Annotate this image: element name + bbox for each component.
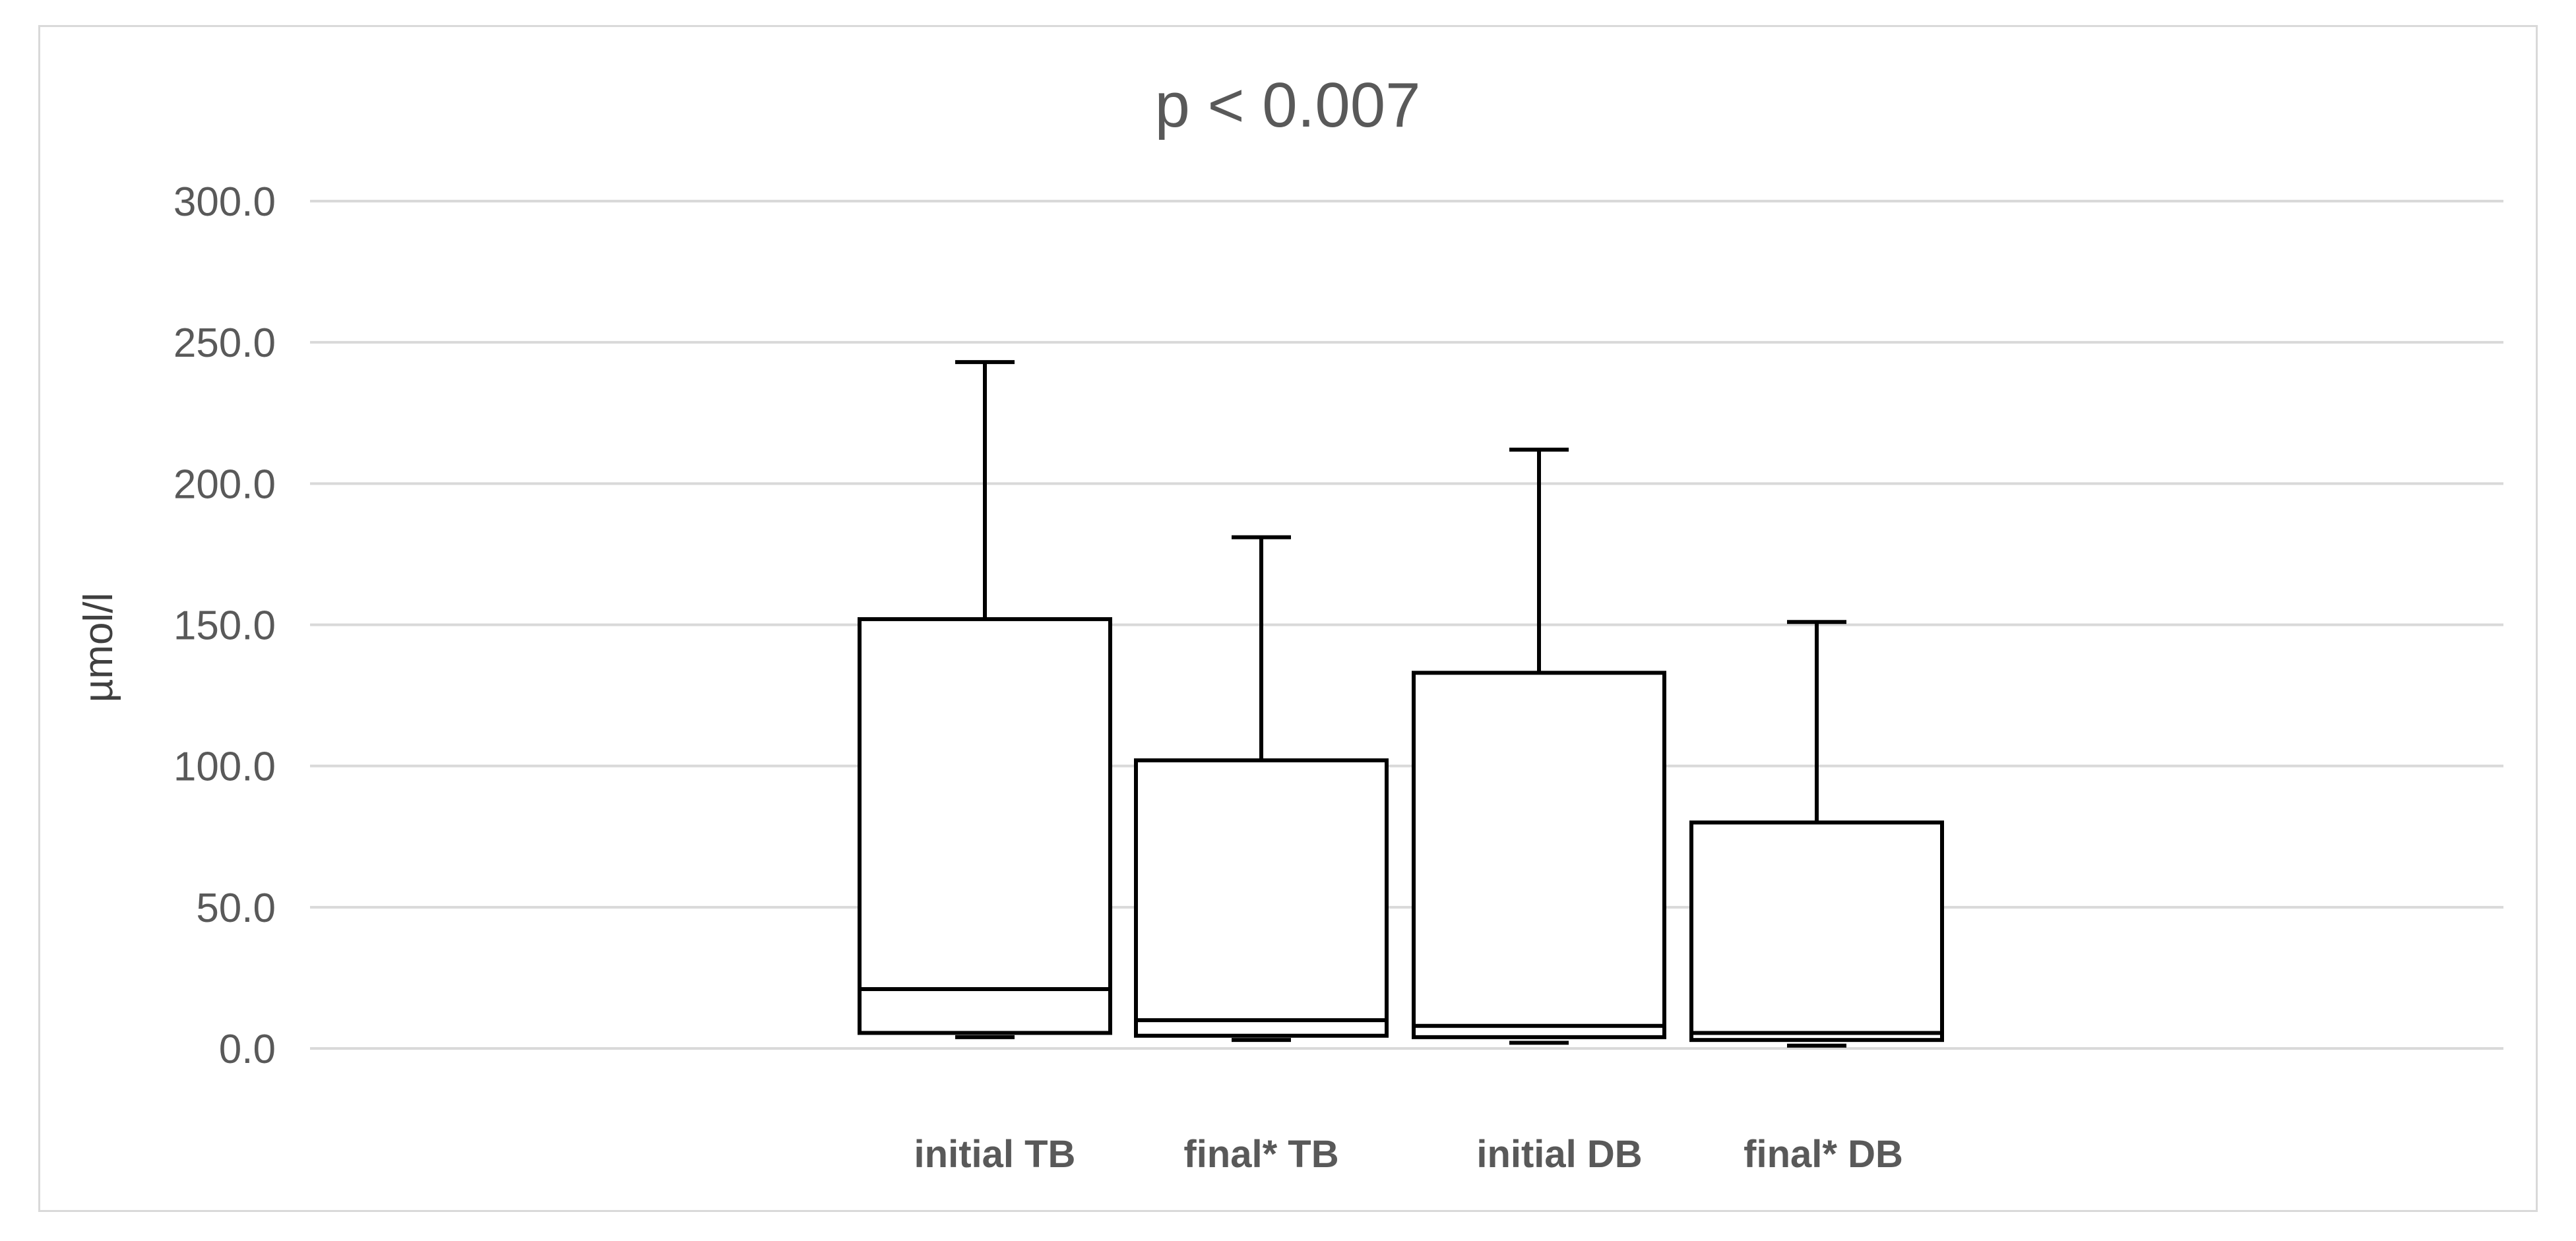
box-iqr: [1134, 758, 1389, 1038]
box-2: [1412, 447, 1666, 1045]
y-tick-label: 100.0: [173, 744, 276, 790]
box-3: [1689, 620, 1944, 1048]
boxes: [858, 360, 1944, 1048]
box-iqr: [1412, 671, 1666, 1039]
x-category-label: initial TB: [914, 1133, 1076, 1176]
y-tick-label: 200.0: [173, 462, 276, 507]
y-axis-label: µmol/l: [76, 593, 121, 703]
x-category-label: final* DB: [1744, 1133, 1903, 1176]
x-category-label: final* TB: [1183, 1133, 1338, 1176]
y-tick-label: 0.0: [219, 1027, 276, 1072]
box-0: [858, 360, 1112, 1039]
y-tick-label: 300.0: [173, 179, 276, 225]
y-tick-label: 250.0: [173, 320, 276, 366]
box-iqr: [858, 617, 1112, 1035]
box-iqr: [1689, 820, 1944, 1043]
box-1: [1134, 535, 1389, 1043]
x-axis-categories: initial TB final* TB initial DB final* DB: [914, 1133, 1903, 1176]
gridlines: [310, 200, 2503, 1050]
y-tick-label: 50.0: [196, 886, 276, 931]
y-axis-ticks: 0.0 50.0 100.0 150.0 200.0 250.0 300.0: [173, 179, 276, 1072]
x-category-label: initial DB: [1476, 1133, 1642, 1176]
chart-title: p < 0.007: [1154, 70, 1420, 140]
y-tick-label: 150.0: [173, 603, 276, 649]
